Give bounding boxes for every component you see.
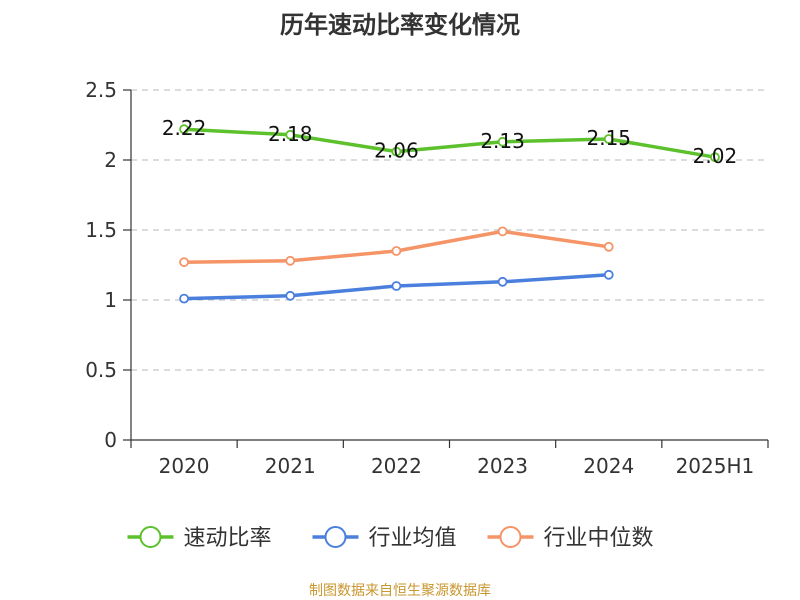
series-point-2: [391, 281, 402, 291]
data-label: 2.02: [693, 144, 738, 168]
series-point-1: [179, 124, 189, 135]
data-label: 2.18: [268, 122, 313, 146]
data-label: 2.15: [586, 126, 631, 150]
data-label: 2.22: [162, 116, 207, 140]
series-point-1: [710, 152, 720, 163]
y-tick-label: 0.5: [85, 358, 117, 382]
series-point-1: [285, 129, 296, 140]
legend-label: 速动比率: [184, 526, 272, 551]
series-point-2: [285, 290, 296, 301]
legend-label: 行业均值: [369, 526, 457, 551]
series-point-2: [603, 269, 614, 280]
source-caption: 制图数据来自恒生聚源数据库: [309, 583, 491, 599]
x-tick-label: 2022: [371, 454, 422, 478]
y-tick-label: 2: [104, 148, 117, 172]
series-point-3: [285, 255, 296, 266]
gridlines: [131, 89, 768, 371]
y-tick-label: 2.5: [85, 78, 117, 102]
legend-marker: [324, 526, 347, 548]
series-line-1: [182, 127, 717, 159]
legend-marker: [499, 526, 522, 548]
series-point-2: [497, 276, 508, 287]
series-point-3: [391, 246, 402, 256]
series-point-1: [497, 136, 508, 147]
series-point-3: [603, 241, 614, 252]
series-point-3: [179, 257, 189, 268]
series-point-3: [497, 226, 508, 237]
data-label: 2.06: [374, 139, 419, 163]
chart-title: 历年速动比率变化情况: [280, 11, 520, 39]
series-point-1: [603, 134, 614, 144]
data-label: 2.13: [480, 129, 525, 153]
y-tick-label: 1.5: [85, 218, 117, 242]
y-tick-label: 1: [104, 288, 117, 312]
x-tick-label: 2024: [583, 454, 634, 478]
x-tick-label: 2025H1: [676, 454, 755, 478]
axes: 0 0.5 1 1.5 2 2.5 2020 2021 2022 2023 2024 2025H1: [85, 78, 769, 478]
series-point-2: [179, 293, 189, 304]
legend-label: 行业中位数: [544, 526, 654, 551]
x-tick-label: 2020: [159, 454, 210, 478]
legend-item[interactable]: 行业均值: [312, 526, 457, 551]
y-tick-label: 0: [104, 428, 117, 452]
legend[interactable]: 速动比率 行业均值 行业中位数: [127, 526, 654, 551]
data-labels: 2.22 2.18 2.06 2.13 2.15 2.02: [162, 116, 737, 168]
series-lines: [179, 124, 720, 304]
series-point-1: [391, 146, 402, 157]
legend-marker: [139, 526, 162, 548]
legend-item[interactable]: 速动比率: [127, 526, 272, 551]
x-tick-label: 2021: [265, 454, 316, 478]
legend-item[interactable]: 行业中位数: [487, 526, 654, 551]
x-tick-label: 2023: [477, 454, 528, 478]
